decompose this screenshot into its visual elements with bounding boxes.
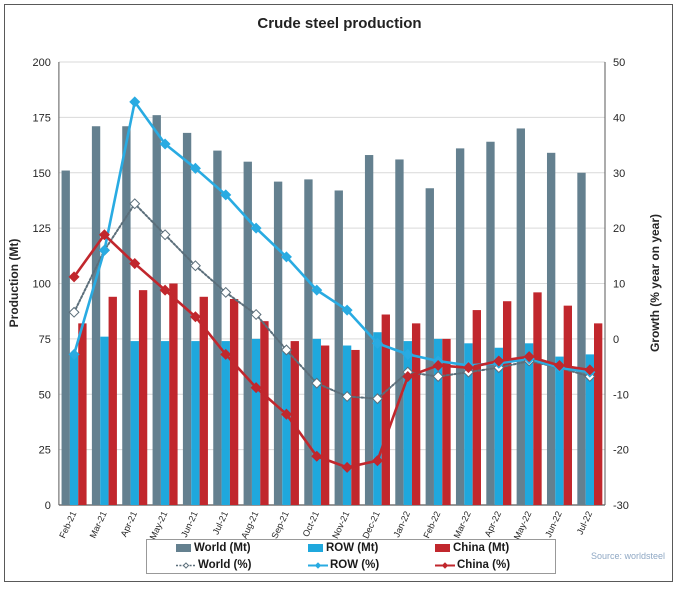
svg-text:200: 200 [33,57,51,69]
svg-text:Sep-21: Sep-21 [269,510,290,541]
svg-text:Apr-21: Apr-21 [119,510,139,539]
svg-text:Dec-21: Dec-21 [360,510,381,541]
svg-text:May-21: May-21 [148,510,170,541]
svg-text:100: 100 [33,279,51,291]
svg-text:25: 25 [39,445,51,457]
svg-text:Feb-22: Feb-22 [421,510,442,540]
svg-text:0: 0 [45,500,51,512]
svg-text:50: 50 [613,57,625,69]
svg-text:Jul-22: Jul-22 [575,510,594,536]
svg-text:175: 175 [33,112,51,124]
svg-text:Mar-21: Mar-21 [88,510,109,540]
svg-text:Nov-21: Nov-21 [330,510,351,541]
svg-text:Jul-21: Jul-21 [211,510,230,536]
svg-text:30: 30 [613,168,625,180]
svg-text:-30: -30 [613,500,629,512]
svg-text:0: 0 [613,334,619,346]
svg-text:Mar-22: Mar-22 [452,510,473,540]
svg-text:125: 125 [33,223,51,235]
svg-text:20: 20 [613,223,625,235]
svg-text:May-22: May-22 [512,510,534,541]
svg-text:Aug-21: Aug-21 [239,510,260,541]
svg-text:Production (Mt): Production (Mt) [7,239,21,328]
svg-text:Apr-22: Apr-22 [483,510,503,539]
svg-text:Oct-21: Oct-21 [301,510,321,539]
svg-text:40: 40 [613,112,625,124]
svg-text:-20: -20 [613,445,629,457]
svg-text:Jan-22: Jan-22 [391,510,412,539]
svg-text:Growth (% year on year): Growth (% year on year) [648,214,662,352]
svg-text:Feb-21: Feb-21 [57,510,78,540]
svg-text:10: 10 [613,279,625,291]
svg-text:Jun-21: Jun-21 [179,510,200,539]
svg-text:75: 75 [39,334,51,346]
svg-text:150: 150 [33,168,51,180]
svg-text:Jun-22: Jun-22 [543,510,564,539]
svg-text:-10: -10 [613,389,629,401]
svg-text:50: 50 [39,389,51,401]
